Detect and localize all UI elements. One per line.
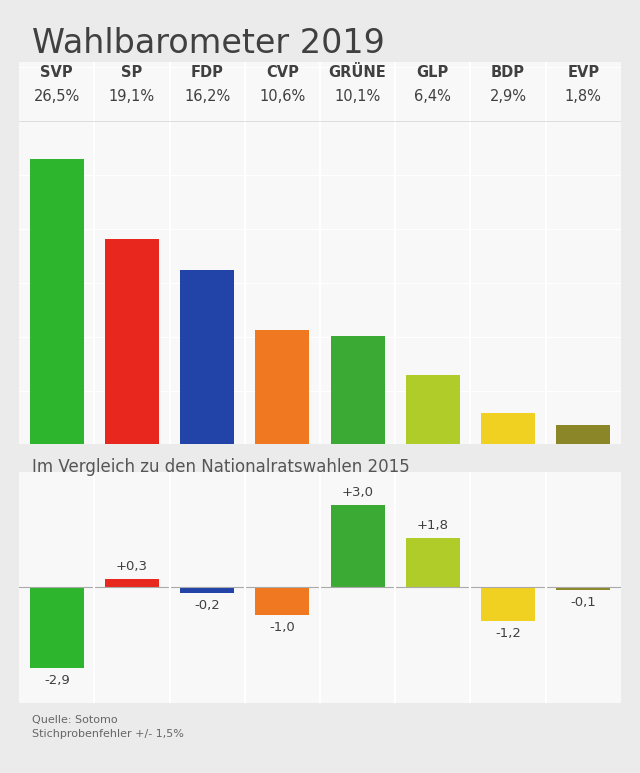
Text: CVP: CVP xyxy=(266,65,299,80)
Text: 16,2%: 16,2% xyxy=(184,89,230,104)
Bar xyxy=(406,538,460,587)
Text: Im Vergleich zu den Nationalratswahlen 2015: Im Vergleich zu den Nationalratswahlen 2… xyxy=(32,458,410,475)
Bar xyxy=(406,376,460,444)
Text: SP: SP xyxy=(122,65,143,80)
Text: -1,0: -1,0 xyxy=(269,621,295,634)
Text: 1,8%: 1,8% xyxy=(564,89,602,104)
Bar xyxy=(481,414,535,444)
Text: EVP: EVP xyxy=(567,65,599,80)
Text: Stichprobenfehler +/- 1,5%: Stichprobenfehler +/- 1,5% xyxy=(32,729,184,739)
Bar xyxy=(105,239,159,444)
Bar xyxy=(255,587,310,615)
Text: GLP: GLP xyxy=(417,65,449,80)
Bar xyxy=(255,330,310,444)
Bar xyxy=(330,505,385,587)
Text: FDP: FDP xyxy=(191,65,223,80)
Text: -2,9: -2,9 xyxy=(44,673,70,686)
Text: 2,9%: 2,9% xyxy=(490,89,527,104)
Bar xyxy=(29,158,84,444)
Text: +1,8: +1,8 xyxy=(417,519,449,532)
Bar xyxy=(180,270,234,444)
Text: 10,6%: 10,6% xyxy=(259,89,305,104)
Text: 10,1%: 10,1% xyxy=(335,89,381,104)
Text: Wahlbarometer 2019: Wahlbarometer 2019 xyxy=(32,27,385,60)
Bar xyxy=(556,587,611,591)
Text: -0,2: -0,2 xyxy=(195,599,220,612)
Text: Quelle: Sotomo: Quelle: Sotomo xyxy=(32,715,118,725)
Bar xyxy=(105,579,159,587)
Text: +0,3: +0,3 xyxy=(116,560,148,573)
Text: GRÜNE: GRÜNE xyxy=(329,65,387,80)
Text: BDP: BDP xyxy=(491,65,525,80)
Bar xyxy=(180,587,234,593)
Text: +3,0: +3,0 xyxy=(342,485,374,499)
Bar xyxy=(556,425,611,444)
Bar xyxy=(29,587,84,668)
Text: -1,2: -1,2 xyxy=(495,627,521,640)
Text: 19,1%: 19,1% xyxy=(109,89,155,104)
Bar xyxy=(481,587,535,621)
Text: 6,4%: 6,4% xyxy=(414,89,451,104)
Bar xyxy=(330,335,385,444)
Text: SVP: SVP xyxy=(40,65,73,80)
Text: 26,5%: 26,5% xyxy=(34,89,80,104)
Text: -0,1: -0,1 xyxy=(570,596,596,609)
